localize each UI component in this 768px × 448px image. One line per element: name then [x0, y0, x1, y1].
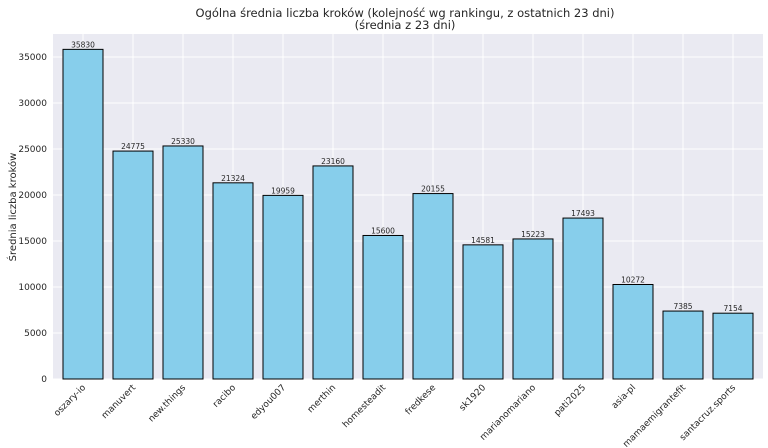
data-label: 19959	[271, 186, 295, 195]
data-label: 7154	[723, 304, 742, 313]
chart-title: Ogólna średnia liczba kroków (kolejność …	[196, 6, 615, 20]
bar-manuvert	[112, 150, 154, 380]
data-label: 25330	[171, 137, 195, 146]
bar-santacruz.sports	[712, 312, 754, 380]
bar-asia-pl	[612, 283, 654, 380]
x-tick-label: marianomariano	[478, 383, 538, 443]
bar-oszary-io	[62, 48, 104, 380]
data-label: 17493	[571, 209, 595, 218]
x-tick-label: new.things	[147, 383, 189, 425]
y-tick-label: 15000	[18, 237, 47, 247]
x-tick-label: edyou007	[249, 383, 288, 422]
bar-marianomariano	[512, 238, 554, 380]
y-tick-label: 0	[41, 375, 47, 385]
x-tick-label: santacruz.sports	[678, 383, 738, 443]
plot-area: 0 5000 10000 15000 20000 25000 30000 35000 35830…	[18, 34, 763, 448]
bar-homesteadit	[362, 234, 404, 380]
x-tick-label: pati2025	[553, 383, 588, 418]
y-tick-label: 25000	[18, 145, 47, 155]
bar-fredkese	[412, 193, 454, 380]
y-tick-label: 20000	[18, 191, 47, 201]
y-tick-label: 35000	[18, 53, 47, 63]
y-tick-label: 10000	[18, 283, 47, 293]
bar-new.things	[162, 145, 204, 380]
data-label: 15223	[521, 230, 545, 239]
plot-background	[53, 34, 763, 379]
data-label: 7385	[673, 302, 692, 311]
data-label: 21324	[221, 174, 245, 183]
data-label: 20155	[421, 185, 445, 194]
y-tick-label: 5000	[24, 329, 47, 339]
x-tick-label: racibo	[211, 383, 238, 410]
bar-mamaemigrantefit	[662, 310, 704, 380]
data-label: 15600	[371, 226, 395, 235]
data-label: 35830	[71, 40, 95, 49]
data-label: 23160	[321, 157, 345, 166]
bar-racibo	[212, 182, 254, 380]
data-label: 24775	[121, 142, 145, 151]
bar-sk1920	[462, 244, 504, 380]
bar-merthin	[312, 165, 354, 380]
bar-pati2025	[562, 217, 604, 380]
x-tick-label: oszary-io	[52, 383, 88, 419]
x-tick-label: asia-pl	[610, 383, 638, 411]
x-tick-label: sk1920	[458, 383, 488, 413]
x-tick-label: homesteadit	[341, 383, 388, 430]
chart-subtitle: (średnia z 23 dni)	[355, 18, 456, 32]
bar-edyou007	[262, 194, 304, 380]
data-label: 14581	[471, 236, 495, 245]
x-tick-label: manuvert	[100, 383, 138, 421]
y-tick-label: 30000	[18, 99, 47, 109]
y-axis-label: Średnia liczba kroków	[6, 153, 19, 262]
x-tick-label: merthin	[306, 383, 338, 415]
data-label: 10272	[621, 275, 645, 284]
x-tick-label: fredkese	[404, 383, 439, 418]
